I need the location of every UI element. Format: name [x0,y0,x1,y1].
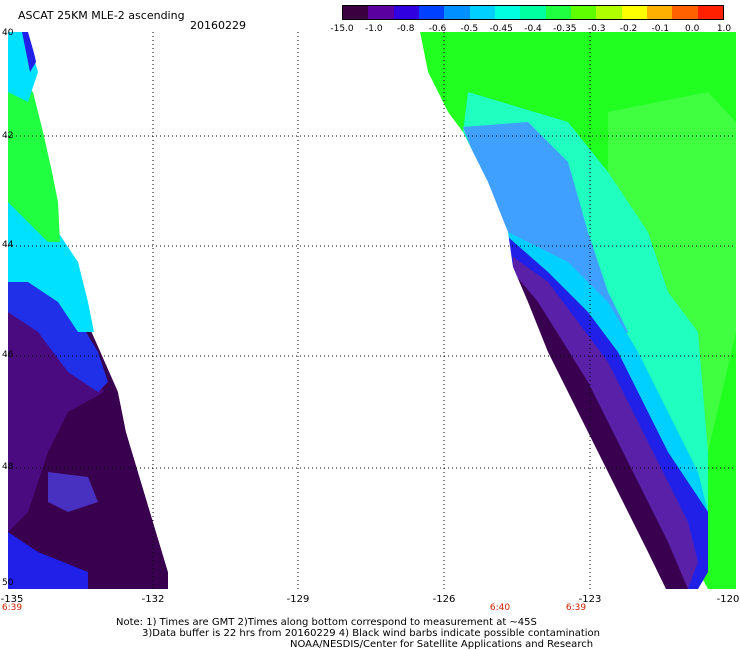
right-swath [420,32,736,589]
color-scale-label: -0.8 [396,24,415,34]
color-scale-segment [646,6,673,19]
left-swath-purple-patch [8,282,104,532]
longitude-label: -120 [716,594,740,605]
color-scale-segment [520,6,546,19]
latitude-label: 50 [2,578,14,588]
color-scale-segment [672,6,698,19]
latitude-label: 44 [2,240,14,250]
color-scale-segment [444,6,470,19]
color-scale-segment [570,6,597,19]
color-scale-segment [368,6,394,19]
color-scale-label: -0.6 [428,24,447,34]
color-scale-segment [545,6,571,19]
color-scale-label: 0.0 [684,24,700,34]
time-label: 6:39 [1,603,23,613]
map-svg [8,32,736,589]
data-gap-region [28,32,666,589]
time-label: 6:40 [489,603,511,613]
left-swath-blue-patch-1 [8,532,88,589]
color-scale-segment [697,6,723,19]
color-scale-segment [343,6,369,19]
color-scale-segment [621,6,647,19]
color-scale-segment [393,6,419,19]
color-scale-label: -0.35 [553,24,577,34]
color-scale-label: -0.2 [619,24,638,34]
left-swath-cyan [8,202,94,332]
left-swath-blue-patch-2 [48,472,98,512]
gridlines [8,32,736,589]
color-scale-segment [596,6,622,19]
note-line-1: Note: 1) Times are GMT 2)Times along bot… [116,617,537,628]
color-scale-label: -15.0 [330,24,354,34]
note-line-2: 3)Data buffer is 22 hrs from 20160229 4)… [142,628,600,639]
longitude-label: -132 [141,594,165,605]
color-scale-label: -0.1 [651,24,670,34]
color-scale-bar [342,5,724,20]
color-scale-segment [494,6,521,19]
longitude-label: -126 [432,594,456,605]
left-swath-blue-top [22,32,36,72]
left-swath [8,32,168,589]
color-scale-labels: -15.0 -1.0 -0.8 -0.6 -0.5 -0.45 -0.4 -0.35 -0.3 -… [330,24,731,36]
longitude-label: -135 [0,594,24,605]
right-swath-deep-band [513,272,688,589]
color-scale-segment [469,6,495,19]
color-scale-label: -0.4 [524,24,542,34]
longitude-label: -129 [286,594,310,605]
latitude-label: 46 [2,350,14,360]
color-scale-label: -1.0 [365,24,383,34]
color-scale-label: -0.5 [460,24,479,34]
latitude-label: 40 [2,28,14,38]
color-scale-segment [418,6,445,19]
color-scale-label: -0.3 [587,24,606,34]
time-label: 6:39 [565,603,587,613]
map-panel [8,32,736,589]
product-date: 20160229 [190,19,246,32]
note-line-3: NOAA/NESDIS/Center for Satellite Applica… [290,639,594,650]
latitude-label: 42 [2,131,14,141]
latitude-label: 48 [2,462,14,472]
longitude-label: -123 [578,594,602,605]
color-scale-label: 1.0 [716,24,732,34]
product-title: ASCAT 25KM MLE-2 ascending [18,9,185,22]
left-swath-blue-edge [8,282,108,392]
color-scale-label: -0.45 [489,24,513,34]
left-swath-green [8,72,60,242]
